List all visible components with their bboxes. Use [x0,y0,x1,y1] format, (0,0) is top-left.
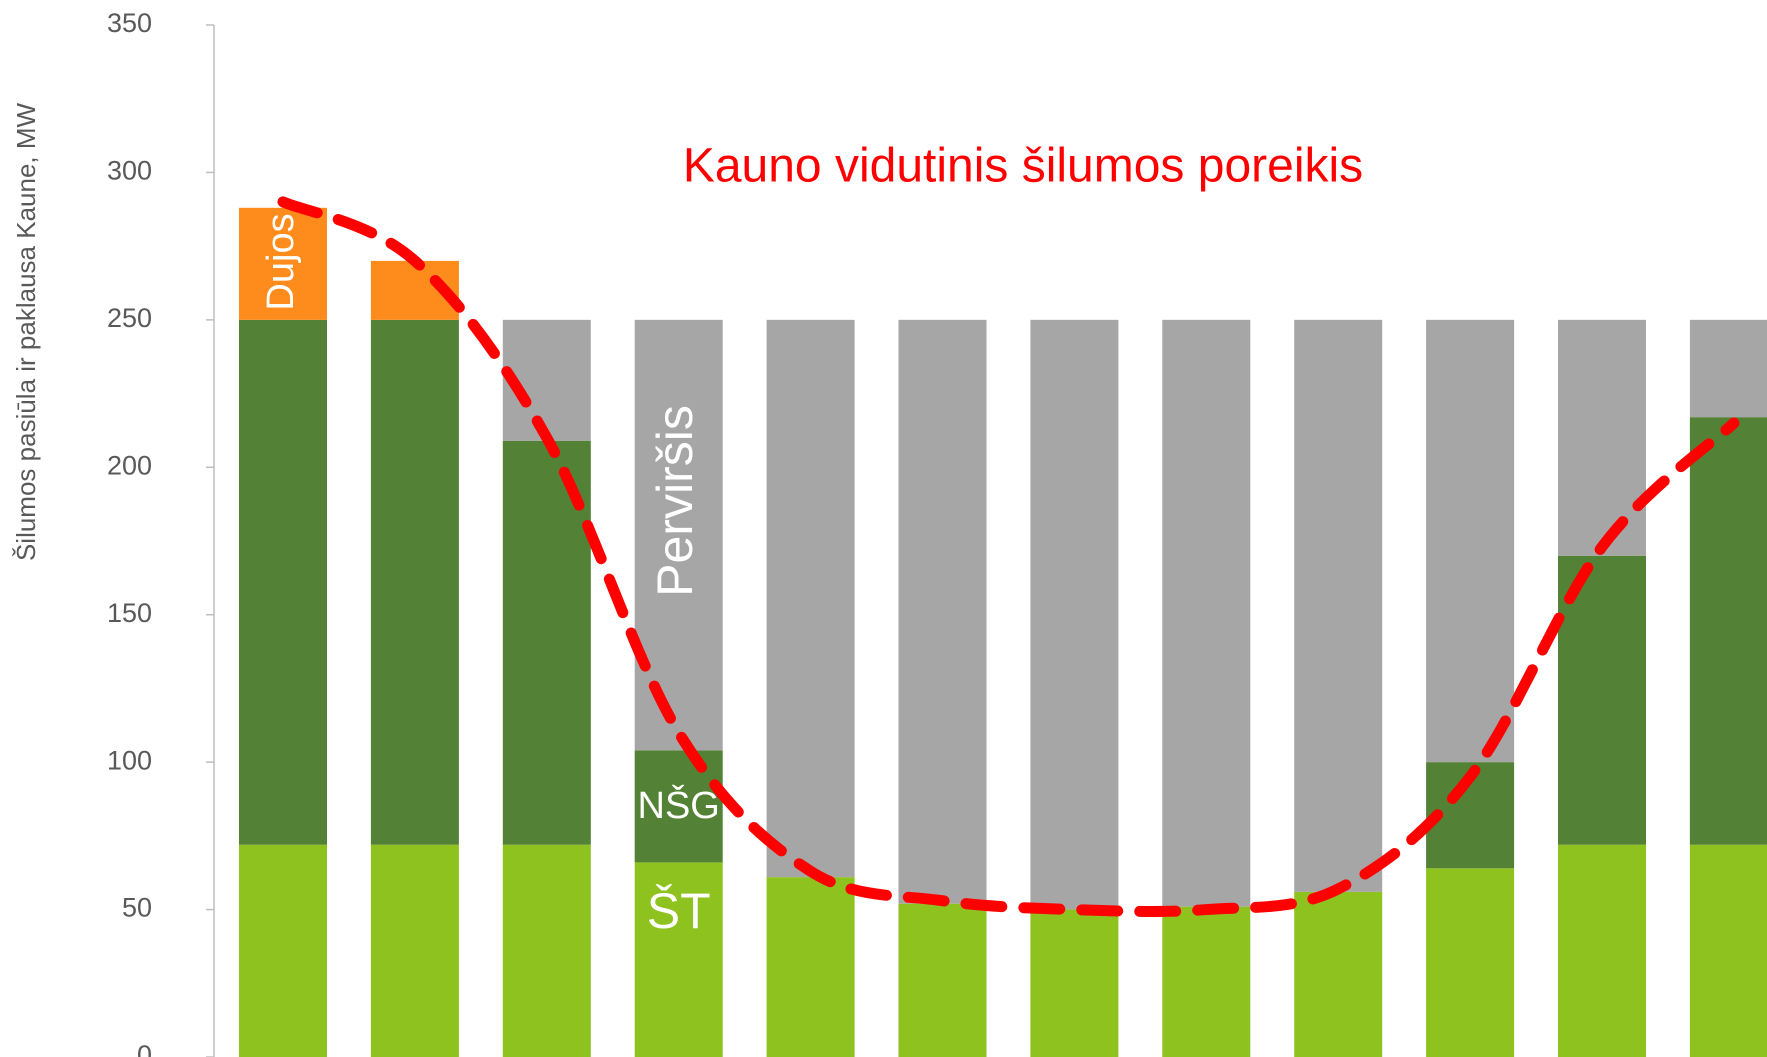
bar-segment [1294,891,1383,1057]
y-tick-label: 50 [122,893,152,923]
bar-segment [1426,868,1515,1057]
bar-segment [370,319,459,845]
y-tick-label: 200 [107,450,152,480]
bar-segment [634,862,723,1057]
bar-segment [1558,844,1646,1057]
series-label: Kauno vidutinis šilumos poreikis [683,140,1363,193]
y-axis-title: Šilumos pasiūla ir paklausa Kaune, MW [11,102,41,561]
y-tick-label: 150 [107,598,152,628]
y-tick-label: 0 [137,1040,152,1057]
series-label: Dujos [260,213,302,310]
bar-segment [766,877,855,1057]
bar-segment [1162,319,1251,907]
bar-segment [502,844,591,1057]
series-label: ŠT [647,883,711,939]
bar-segment [1030,319,1119,910]
bar-segment [1030,909,1119,1057]
bar-segment [1294,319,1383,892]
bar-segment [239,844,327,1057]
bar-segment [1162,906,1251,1057]
bar-segment [1558,319,1646,556]
bar-segment [766,319,855,878]
demand-line [277,196,1740,917]
bar-segment [1558,555,1646,845]
bar-segment [898,319,987,904]
bar-segment [1689,319,1767,418]
bar-segment [239,319,327,845]
bar-segment [634,750,723,863]
y-tick-label: 350 [107,8,152,38]
bar-segment [239,207,327,320]
bar-segment [898,903,987,1057]
bar-segment [370,844,459,1057]
bar-segment [1689,844,1767,1057]
y-tick-label: 250 [107,303,152,333]
bar-segment [634,319,723,751]
y-tick-label: 100 [107,745,152,775]
bar-segment [1426,319,1515,763]
series-label: NŠG [638,783,720,827]
series-label: Perviršis [647,405,703,597]
y-tick-label: 300 [107,156,152,186]
bar-segment [1689,417,1767,845]
